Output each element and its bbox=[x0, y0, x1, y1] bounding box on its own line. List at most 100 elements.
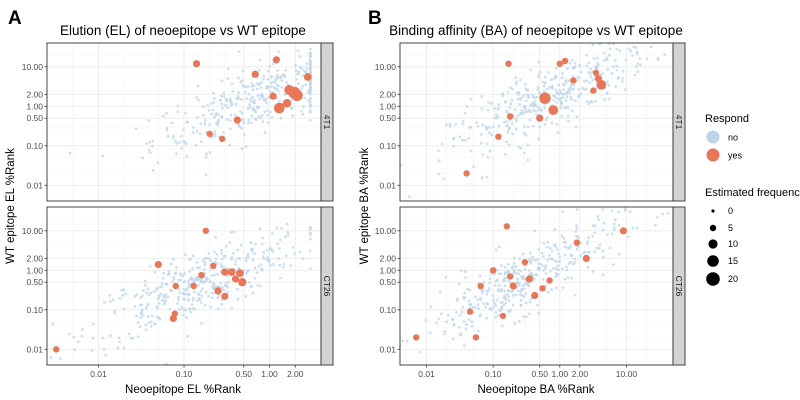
point-no bbox=[493, 283, 497, 287]
point-no bbox=[151, 139, 155, 143]
point-yes bbox=[269, 92, 277, 100]
point-no bbox=[281, 73, 285, 77]
y-tick-label: 0.10 bbox=[379, 141, 396, 151]
point-no bbox=[180, 305, 184, 309]
point-no bbox=[623, 88, 627, 91]
point-no bbox=[497, 124, 501, 128]
point-no bbox=[170, 121, 174, 125]
point-no bbox=[488, 277, 492, 281]
point-no bbox=[601, 208, 605, 211]
point-no bbox=[144, 328, 148, 332]
point-no bbox=[570, 59, 574, 62]
point-no bbox=[605, 80, 609, 84]
point-no bbox=[617, 210, 620, 214]
facet-strip-label: 4T1 bbox=[674, 115, 684, 130]
point-no bbox=[308, 226, 312, 230]
point-no bbox=[606, 233, 609, 236]
point-no bbox=[464, 276, 467, 280]
point-no bbox=[520, 111, 524, 115]
point-no bbox=[506, 90, 510, 94]
point-no bbox=[216, 296, 220, 300]
point-no bbox=[539, 70, 542, 74]
point-no bbox=[91, 322, 95, 326]
point-no bbox=[524, 281, 528, 285]
point-no bbox=[538, 91, 541, 95]
point-no bbox=[614, 85, 618, 88]
point-no bbox=[176, 110, 180, 114]
point-no bbox=[180, 146, 184, 150]
point-no bbox=[139, 296, 143, 299]
point-no bbox=[480, 141, 483, 145]
point-no bbox=[258, 58, 262, 62]
point-no bbox=[656, 58, 660, 61]
point-no bbox=[621, 76, 624, 80]
point-no bbox=[613, 58, 617, 62]
point-no bbox=[603, 58, 606, 62]
point-no bbox=[466, 287, 469, 291]
point-no bbox=[187, 292, 191, 296]
point-no bbox=[546, 290, 550, 294]
point-no bbox=[108, 300, 112, 303]
point-no bbox=[517, 284, 521, 287]
point-no bbox=[597, 218, 601, 222]
point-no bbox=[224, 97, 228, 101]
point-no bbox=[113, 312, 117, 315]
point-no bbox=[301, 84, 305, 88]
point-no bbox=[276, 69, 279, 72]
point-no bbox=[245, 97, 249, 100]
point-yes bbox=[490, 267, 497, 274]
point-no bbox=[470, 324, 474, 328]
point-no bbox=[407, 195, 411, 199]
point-no bbox=[536, 267, 540, 271]
legend-size-20-label: 20 bbox=[728, 274, 738, 284]
point-no bbox=[523, 151, 526, 155]
point-no bbox=[177, 295, 180, 299]
point-no bbox=[208, 280, 212, 284]
point-yes bbox=[596, 79, 607, 90]
point-no bbox=[167, 270, 171, 273]
point-no bbox=[151, 169, 155, 172]
point-no bbox=[278, 238, 282, 242]
point-yes bbox=[210, 262, 217, 269]
point-no bbox=[117, 336, 121, 340]
point-no bbox=[278, 263, 282, 267]
point-no bbox=[294, 63, 297, 67]
point-no bbox=[540, 251, 544, 255]
point-no bbox=[188, 270, 192, 273]
point-no bbox=[249, 241, 253, 245]
point-no bbox=[548, 254, 551, 257]
point-no bbox=[226, 286, 230, 289]
point-no bbox=[291, 114, 294, 117]
point-no bbox=[479, 133, 483, 137]
point-no bbox=[101, 154, 104, 158]
point-no bbox=[570, 109, 574, 113]
point-no bbox=[280, 86, 284, 89]
point-no bbox=[208, 151, 212, 154]
point-no bbox=[308, 65, 312, 68]
point-no bbox=[504, 152, 507, 156]
legend-size-title: Estimated frequenc bbox=[705, 187, 800, 199]
point-no bbox=[278, 99, 281, 103]
point-no bbox=[550, 84, 554, 88]
point-no bbox=[175, 266, 178, 270]
point-no bbox=[543, 106, 546, 110]
point-no bbox=[184, 308, 188, 312]
point-no bbox=[517, 272, 521, 276]
y-tick-label: 0.01 bbox=[26, 180, 43, 190]
point-no bbox=[246, 121, 250, 125]
point-no bbox=[515, 271, 518, 275]
point-no bbox=[171, 280, 175, 283]
point-no bbox=[266, 121, 270, 124]
point-no bbox=[172, 277, 176, 281]
point-no bbox=[603, 98, 606, 101]
point-no bbox=[533, 100, 537, 103]
point-no bbox=[579, 70, 583, 74]
point-no bbox=[645, 57, 649, 61]
point-no bbox=[501, 94, 505, 98]
point-no bbox=[308, 69, 312, 73]
point-no bbox=[237, 91, 241, 94]
point-no bbox=[499, 289, 503, 293]
point-no bbox=[182, 280, 186, 284]
point-no bbox=[230, 82, 234, 86]
